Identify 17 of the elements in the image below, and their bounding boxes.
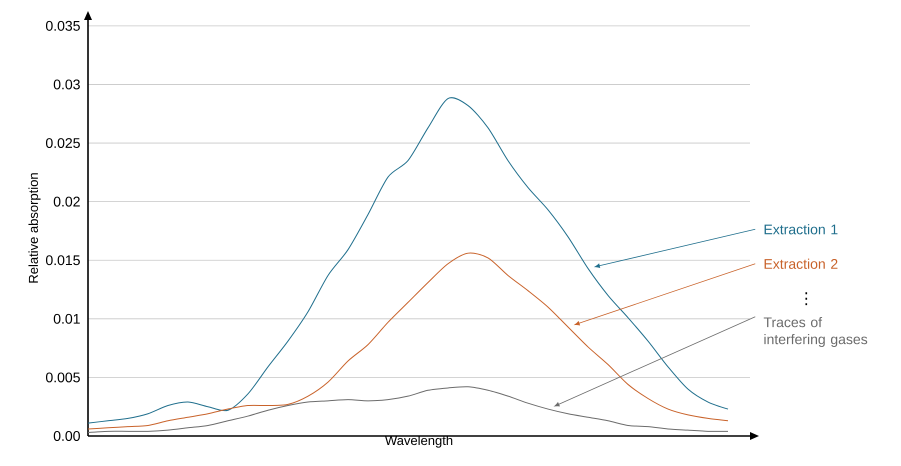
y-tick-label: 0.03 — [54, 79, 80, 90]
text: ⋮ — [805, 292, 808, 306]
y-tick-label: 0.02 — [54, 196, 80, 207]
x-axis-title: Wavelength — [384, 436, 452, 448]
y-tick-label: 0.025 — [46, 138, 80, 148]
y-tick-label: 0.035 — [46, 20, 80, 31]
line-series — [88, 97, 729, 424]
line-series — [88, 252, 729, 430]
line-series — [88, 386, 729, 433]
text: Extraction 2 — [764, 258, 838, 269]
text: Traces of interfering gases — [764, 316, 868, 348]
y-tick-label: 0.00 — [54, 431, 80, 441]
text: Extraction 1 — [764, 224, 838, 234]
y-axis-title: Relative absorption — [28, 173, 41, 283]
y-tick-label: 0.01 — [54, 314, 80, 324]
y-tick-label: 0.015 — [46, 255, 80, 266]
y-tick-label: 0.005 — [46, 372, 80, 382]
